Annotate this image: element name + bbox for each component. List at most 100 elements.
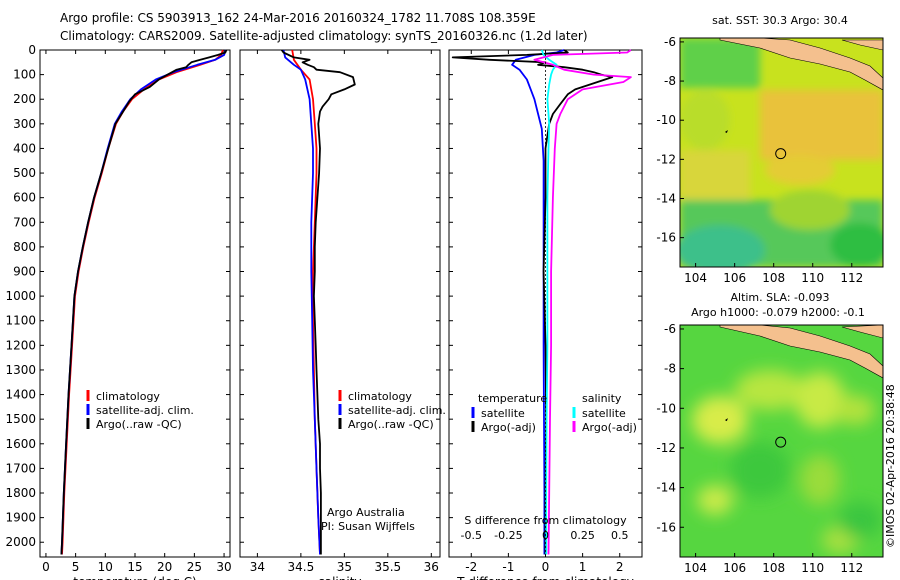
sst_map-ytick-label: -10 — [656, 113, 676, 127]
sst-map-frame — [679, 37, 884, 268]
difference-xtick-label: 0 — [542, 560, 550, 574]
salinity-xtick-label: 34 — [250, 560, 265, 574]
sla_map-argo-marker — [775, 436, 787, 448]
salinity-legend-label: climatology — [348, 390, 412, 403]
salinity-xtick-label: 35 — [337, 560, 352, 574]
salinity-annotation: Argo Australia — [327, 506, 405, 519]
temperature-ytick-label: 1600 — [5, 437, 36, 451]
sla-map-frame — [679, 324, 884, 558]
temperature-ytick-label: 2000 — [5, 535, 36, 549]
temperature-xtick-label: 15 — [127, 560, 142, 574]
salinity-legend-label: Argo(..raw -QC) — [348, 418, 434, 431]
difference-legend-label: satellite — [582, 407, 626, 420]
salinity-panel: 34 34.5 35 35.5 36 salinity climatologysatelli… — [239, 49, 446, 580]
sst-map-title: sat. SST: 30.3 Argo: 30.4 — [712, 14, 848, 27]
difference-top-tick-label: 0.25 — [570, 529, 595, 542]
difference-xtick-label: 2 — [616, 560, 624, 574]
temperature-ytick-label: 1100 — [5, 314, 36, 328]
sst_map-ytick-label: -14 — [656, 191, 676, 205]
difference-series-2 — [540, 49, 558, 555]
sst_map-island-marker — [724, 129, 728, 133]
temperature-legend-label: satellite-adj. clim. — [96, 404, 194, 417]
temperature-ytick-label: 800 — [13, 240, 36, 254]
sla-map: 104 106 108 110 112 -6 -8 -10 -12 -14 -16 — [656, 322, 884, 575]
sla-map-title: Altim. SLA: -0.093 — [730, 291, 829, 304]
sla_map-ytick-label: -8 — [664, 362, 676, 376]
sla_map-ytick-label: -6 — [664, 322, 676, 336]
temperature-ytick-label: 1400 — [5, 388, 36, 402]
difference-legend-label: Argo(-adj) — [481, 421, 536, 434]
sst_map-xtick-label: 104 — [684, 271, 707, 285]
difference-legend-title: salinity — [582, 392, 622, 405]
temperature-series-1 — [60, 49, 227, 555]
difference-series-3 — [533, 49, 632, 555]
temperature-xtick-label: 25 — [187, 560, 202, 574]
difference-panel: -2 -1 0 1 2T difference from climatology S di… — [448, 49, 643, 580]
credit-stamp: ©IMOS 02-Apr-2016 20:38:48 — [884, 384, 897, 548]
sla_map-ytick-label: -12 — [656, 441, 676, 455]
sst_map-xtick-label: 112 — [840, 271, 863, 285]
temperature-ytick-label: 1800 — [5, 486, 36, 500]
sst_map-ytick-label: -6 — [664, 35, 676, 49]
salinity-xtick-label: 34.5 — [288, 560, 315, 574]
salinity-annotation: PI: Susan Wijffels — [321, 520, 415, 533]
difference-series-1 — [451, 49, 614, 555]
salinity-xlabel: salinity — [318, 575, 361, 580]
sst_map-xtick-label: 106 — [723, 271, 746, 285]
difference-legend-label: Argo(-adj) — [582, 421, 637, 434]
difference-top-tick-label: 0.5 — [611, 529, 629, 542]
salinity-xtick-label: 36 — [424, 560, 439, 574]
difference-top-tick-label: -0.25 — [494, 529, 522, 542]
temperature-ytick-label: 900 — [13, 265, 36, 279]
difference-xlabel: T difference from climatology — [456, 575, 634, 580]
sla_map-xtick-label: 106 — [723, 561, 746, 575]
temperature-ytick-label: 700 — [13, 215, 36, 229]
salinity-axes-frame — [239, 49, 441, 558]
sla-land-2 — [841, 325, 883, 339]
sst-land-2 — [841, 39, 883, 51]
temperature-ytick-label: 600 — [13, 191, 36, 205]
difference-top-tick-label: -0.5 — [461, 529, 482, 542]
sla-map-subtitle: Argo h1000: -0.079 h2000: -0.1 — [691, 306, 865, 319]
sla_map-ytick-label: -14 — [656, 481, 676, 495]
salinity-xtick-label: 35.5 — [374, 560, 401, 574]
sla_map-xtick-label: 112 — [840, 561, 863, 575]
temperature-ytick-label: 0 — [28, 43, 36, 57]
temperature-ytick-label: 1200 — [5, 338, 36, 352]
difference-top-tick-label: 0 — [542, 529, 549, 542]
temperature-xtick-label: 5 — [72, 560, 80, 574]
temperature-ytick-label: 1300 — [5, 363, 36, 377]
sst_map-ytick-label: -12 — [656, 152, 676, 166]
temperature-legend-label: climatology — [96, 390, 160, 403]
sla-field — [692, 370, 882, 554]
sla-land — [719, 325, 883, 379]
sla_map-xtick-label: 104 — [684, 561, 707, 575]
temperature-xtick-label: 30 — [216, 560, 231, 574]
difference-top-xlabel: S difference from climatology — [464, 514, 627, 527]
temperature-ytick-label: 300 — [13, 117, 36, 131]
difference-xtick-label: -1 — [502, 560, 514, 574]
sst-map: 104 106 108 110 112 -6 -8 -10 -12 -14 -16 — [656, 35, 884, 285]
temperature-xlabel: temperature (deg C) — [73, 575, 196, 580]
temperature-ytick-label: 1000 — [5, 289, 36, 303]
salinity-legend-label: satellite-adj. clim. — [348, 404, 446, 417]
difference-xtick-label: 1 — [579, 560, 587, 574]
temperature-ytick-label: 1700 — [5, 461, 36, 475]
salinity-series-0 — [291, 49, 321, 555]
temperature-ytick-label: 1500 — [5, 412, 36, 426]
temperature-legend-label: Argo(..raw -QC) — [96, 418, 182, 431]
temperature-panel: 0 5 10 15 20 25 300100200300400500600700800900… — [5, 43, 231, 580]
sst_map-ytick-label: -16 — [656, 231, 676, 245]
sla_map-ytick-label: -16 — [656, 520, 676, 534]
sla_map-xtick-label: 110 — [801, 561, 824, 575]
temperature-series-0 — [61, 49, 224, 555]
temperature-ytick-label: 100 — [13, 68, 36, 82]
sst_map-xtick-label: 108 — [762, 271, 785, 285]
salinity-series-2 — [280, 49, 356, 555]
sst_map-xtick-label: 110 — [801, 271, 824, 285]
salinity-series-1 — [282, 49, 321, 555]
temperature-ytick-label: 400 — [13, 141, 36, 155]
sst_map-ytick-label: -8 — [664, 74, 676, 88]
temperature-axes-frame — [39, 49, 231, 558]
temperature-xtick-label: 0 — [42, 560, 50, 574]
